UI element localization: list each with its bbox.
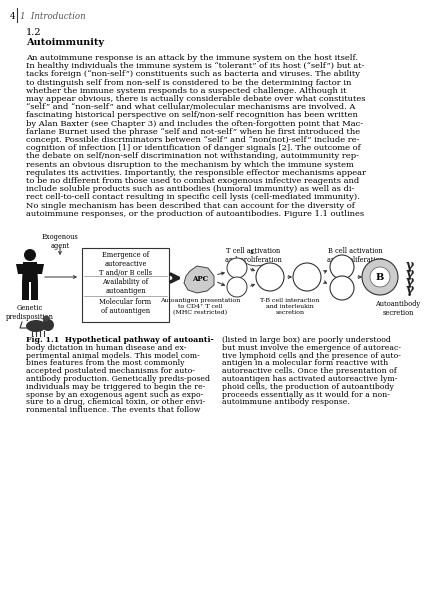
Text: autoimmune antibody response.: autoimmune antibody response. [221,398,349,406]
Text: resents an obvious disruption to the mechanism by which the immune system: resents an obvious disruption to the mec… [26,161,353,169]
Text: In healthy individuals the immune system is “tolerant” of its host (“self”) but : In healthy individuals the immune system… [26,62,364,70]
Text: Autoimmunity: Autoimmunity [26,38,104,47]
Circle shape [292,263,320,291]
Text: farlane Burnet used the phrase “self and not-self” when he first introduced the: farlane Burnet used the phrase “self and… [26,128,359,136]
Polygon shape [184,266,214,293]
Polygon shape [22,282,29,300]
Text: accepted postulated mechanisms for auto-: accepted postulated mechanisms for auto- [26,367,194,375]
Text: 1.2: 1.2 [26,28,42,37]
Text: B: B [337,263,345,271]
Text: γ: γ [405,266,413,280]
Text: sponse by an exogenous agent such as expo-: sponse by an exogenous agent such as exp… [26,391,203,398]
Circle shape [329,276,353,300]
Text: Autoantigen presentation
to CD4⁺ T cell
(MHC restricted): Autoantigen presentation to CD4⁺ T cell … [160,298,240,315]
Text: fascinating historical perspective on self/non-self recognition has been written: fascinating historical perspective on se… [26,112,357,119]
Text: ronmental influence. The events that follow: ronmental influence. The events that fol… [26,406,200,414]
Text: antigen in a molecular form reactive with: antigen in a molecular form reactive wit… [221,359,387,367]
Text: Emergence of
autoreactive
T and/or B cells: Emergence of autoreactive T and/or B cel… [99,251,152,277]
Text: by Alan Baxter (see Chapter 3) and includes the often-forgotten point that Mac-: by Alan Baxter (see Chapter 3) and inclu… [26,119,362,128]
Text: Autoantibody
secretion: Autoantibody secretion [375,300,420,317]
Circle shape [43,316,49,322]
Text: Availability of
autoantigen: Availability of autoantigen [102,278,148,295]
Text: sure to a drug, chemical toxin, or other envi-: sure to a drug, chemical toxin, or other… [26,398,205,406]
Text: to distinguish self from non-self is considered to be the determining factor in: to distinguish self from non-self is con… [26,79,350,86]
Text: CD4+: CD4+ [229,283,244,289]
Text: (listed in large box) are poorly understood: (listed in large box) are poorly underst… [221,336,390,344]
Text: perimental animal models. This model com-: perimental animal models. This model com… [26,352,199,359]
Text: whether the immune system responds to a suspected challenge. Although it: whether the immune system responds to a … [26,87,346,95]
Text: CD4+: CD4+ [261,272,278,277]
Text: B cell activation
and proliferation: B cell activation and proliferation [326,247,383,264]
Circle shape [227,277,246,297]
Text: An autoimmune response is an attack by the immune system on the host itself.: An autoimmune response is an attack by t… [26,54,357,62]
Text: autoantigen has activated autoreactive lym-: autoantigen has activated autoreactive l… [221,375,396,383]
Text: autoreactive cells. Once the presentation of: autoreactive cells. Once the presentatio… [221,367,396,375]
Polygon shape [31,282,38,300]
Text: “self” and “non-self” and what cellular/molecular mechanisms are involved. A: “self” and “non-self” and what cellular/… [26,103,355,111]
Text: individuals may be triggered to begin the re-: individuals may be triggered to begin th… [26,383,205,391]
Text: regulates its activities. Importantly, the responsible effector mechanisms appea: regulates its activities. Importantly, t… [26,169,365,177]
Text: proceeds essentially as it would for a non-: proceeds essentially as it would for a n… [221,391,389,398]
Text: cognition of infection [1] or identification of danger signals [2]. The outcome : cognition of infection [1] or identifica… [26,144,360,152]
Text: B: B [375,272,383,281]
Circle shape [329,255,353,279]
Text: T-B cell interaction
and interleukin
secretion: T-B cell interaction and interleukin sec… [260,298,319,314]
Text: Molecular form
of autoantigen: Molecular form of autoantigen [99,298,151,315]
Text: B: B [337,283,345,292]
Circle shape [361,259,397,295]
Text: γ: γ [405,275,413,287]
Text: phoid cells, the production of autoantibody: phoid cells, the production of autoantib… [221,383,393,391]
Text: APC: APC [191,275,208,283]
Circle shape [255,263,283,291]
Polygon shape [16,264,44,274]
Circle shape [227,258,246,278]
Text: γ: γ [405,259,413,271]
Text: 1  Introduction: 1 Introduction [20,12,86,21]
Text: CD4+: CD4+ [229,265,244,269]
Text: No single mechanism has been described that can account for the diversity of: No single mechanism has been described t… [26,202,354,209]
Text: B: B [301,271,311,283]
Text: Genetic
predisposition: Genetic predisposition [6,304,54,321]
Circle shape [24,249,36,261]
Text: concept. Possible discriminators between “self” and “non(not)-self” include re-: concept. Possible discriminators between… [26,136,359,144]
Circle shape [42,319,54,331]
Ellipse shape [26,320,46,332]
Text: body dictation in human disease and ex-: body dictation in human disease and ex- [26,344,186,352]
Text: antibody production. Genetically predis-posed: antibody production. Genetically predis-… [26,375,209,383]
Polygon shape [22,262,38,282]
Text: γ: γ [405,283,413,295]
Text: rect cell-to-cell contact resulting in specific cell lysis (cell-mediated immuni: rect cell-to-cell contact resulting in s… [26,193,359,202]
Text: T: T [234,269,239,275]
Text: the debate on self/non-self discrimination not withstanding, autoimmunity rep-: the debate on self/non-self discriminati… [26,152,358,160]
Text: T: T [234,289,239,293]
Text: tacks foreign (“non-self”) constituents such as bacteria and viruses. The abilit: tacks foreign (“non-self”) constituents … [26,70,359,79]
Text: tive lymphoid cells and the presence of auto-: tive lymphoid cells and the presence of … [221,352,400,359]
Text: Fig. 1.1  Hypothetical pathway of autoanti-: Fig. 1.1 Hypothetical pathway of autoant… [26,336,213,344]
Text: but must involve the emergence of autoreac-: but must involve the emergence of autore… [221,344,400,352]
Text: T cell activation
and proliferation: T cell activation and proliferation [224,247,281,264]
Text: bines features from the most commonly: bines features from the most commonly [26,359,184,367]
Text: Exogenous
agent: Exogenous agent [42,233,78,250]
Text: include soluble products such as antibodies (humoral immunity) as well as di-: include soluble products such as antibod… [26,185,353,193]
FancyBboxPatch shape [82,248,169,322]
Text: autoimmune responses, or the production of autoantibodies. Figure 1.1 outlines: autoimmune responses, or the production … [26,210,363,218]
Circle shape [369,267,389,287]
Text: IL: IL [249,251,256,256]
Text: 4: 4 [10,12,15,21]
Text: may appear obvious, there is actually considerable debate over what constitutes: may appear obvious, there is actually co… [26,95,365,103]
Text: T: T [267,277,272,285]
Text: to be no different from those used to combat exogenous infective reagents and: to be no different from those used to co… [26,177,359,185]
